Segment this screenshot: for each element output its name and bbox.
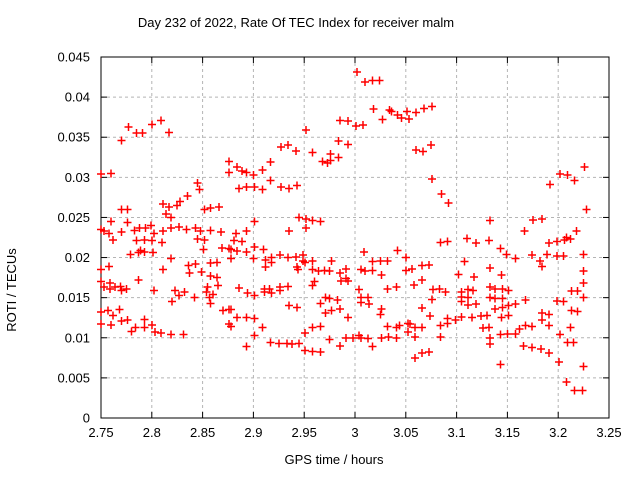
x-tick-label: 2.85 bbox=[190, 425, 215, 440]
y-tick-labels: 0 0.005 0.01 0.015 0.02 0.025 0.03 0.035 0.04 0.0… bbox=[57, 50, 90, 426]
x-tick-label: 3.05 bbox=[393, 425, 418, 440]
y-tick-label: 0.045 bbox=[57, 50, 90, 65]
x-tick-label: 2.95 bbox=[292, 425, 317, 440]
y-axis-label: ROTI / TECUs bbox=[4, 248, 19, 332]
x-axis-label: GPS time / hours bbox=[285, 452, 384, 467]
y-tick-label: 0.03 bbox=[65, 170, 90, 185]
y-tick-label: 0.015 bbox=[57, 290, 90, 305]
y-tick-label: 0 bbox=[83, 411, 90, 426]
x-tick-labels: 2.75 2.8 2.85 2.9 2.95 3 3.05 3.1 3.15 3.2 3.25 bbox=[88, 425, 621, 440]
y-tick-label: 0.005 bbox=[57, 370, 90, 385]
x-tick-label: 2.9 bbox=[244, 425, 262, 440]
data-points bbox=[97, 68, 591, 395]
x-tick-label: 2.8 bbox=[143, 425, 161, 440]
y-tick-label: 0.02 bbox=[65, 250, 90, 265]
y-tick-label: 0.035 bbox=[57, 130, 90, 145]
y-tick-label: 0.025 bbox=[57, 210, 90, 225]
y-tick-label: 0.04 bbox=[65, 90, 90, 105]
chart-title: Day 232 of 2022, Rate Of TEC Index for r… bbox=[138, 15, 454, 30]
x-tick-label: 3 bbox=[351, 425, 358, 440]
scatter-plus-markers bbox=[97, 68, 591, 395]
x-tick-label: 3.1 bbox=[448, 425, 466, 440]
y-tick-label: 0.01 bbox=[65, 330, 90, 345]
x-tick-label: 3.2 bbox=[549, 425, 567, 440]
x-tick-label: 3.15 bbox=[495, 425, 520, 440]
gridlines bbox=[101, 57, 609, 418]
x-tick-label: 2.75 bbox=[88, 425, 113, 440]
x-tick-label: 3.25 bbox=[596, 425, 621, 440]
tick-marks bbox=[100, 56, 610, 419]
